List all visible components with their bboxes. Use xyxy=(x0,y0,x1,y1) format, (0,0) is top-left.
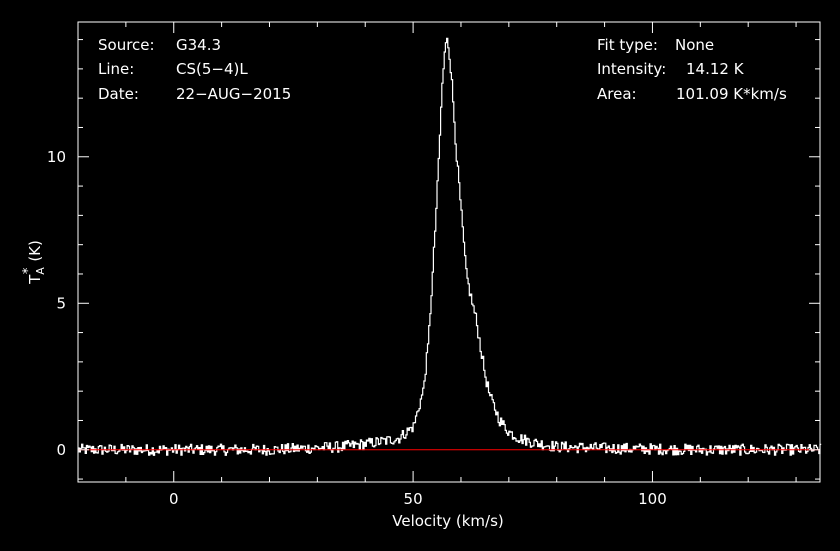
header-left-label-2: Date: xyxy=(98,85,139,103)
header-left-value-2: 22−AUG−2015 xyxy=(176,85,291,103)
svg-text:TA*(K): TA* (K) xyxy=(21,240,47,285)
plot-frame xyxy=(77,21,821,483)
header-right-value-0: None xyxy=(675,36,714,54)
header-right-label-1: Intensity: xyxy=(597,60,666,78)
header-right-label-0: Fit type: xyxy=(597,36,658,54)
header-left-value-0: G34.3 xyxy=(176,36,221,54)
x-tick-label: 0 xyxy=(169,490,179,508)
x-tick-label: 100 xyxy=(638,490,667,508)
y-axis-label: TA* (K) xyxy=(21,240,47,285)
spectrum-layer xyxy=(78,37,822,456)
spectrum-line xyxy=(78,37,822,456)
text-layer: Source: G34.3 Line: CS(5−4)L Date: 22−AU… xyxy=(21,36,787,530)
x-tick-label: 50 xyxy=(404,490,423,508)
y-tick-label: 5 xyxy=(56,294,66,312)
y-axis-label-sub: A xyxy=(34,267,47,275)
header-right-value-1: 14.12 K xyxy=(686,60,745,78)
y-axis-label-sup: * xyxy=(21,267,36,274)
y-tick-label: 0 xyxy=(56,441,66,459)
header-left-value-1: CS(5−4)L xyxy=(176,60,248,78)
y-axis-label-symbol: T xyxy=(26,274,44,285)
header-left-label-0: Source: xyxy=(98,36,155,54)
y-axis-label-unit: (K) xyxy=(26,240,44,262)
header-right-value-2: 101.09 K*km/s xyxy=(676,85,787,103)
x-axis-label: Velocity (km/s) xyxy=(392,512,503,530)
axes-layer: 0 50 100 0 5 10 xyxy=(47,21,821,508)
header-right-label-2: Area: xyxy=(597,85,637,103)
y-tick-label: 10 xyxy=(47,148,66,166)
header-left-label-1: Line: xyxy=(98,60,134,78)
